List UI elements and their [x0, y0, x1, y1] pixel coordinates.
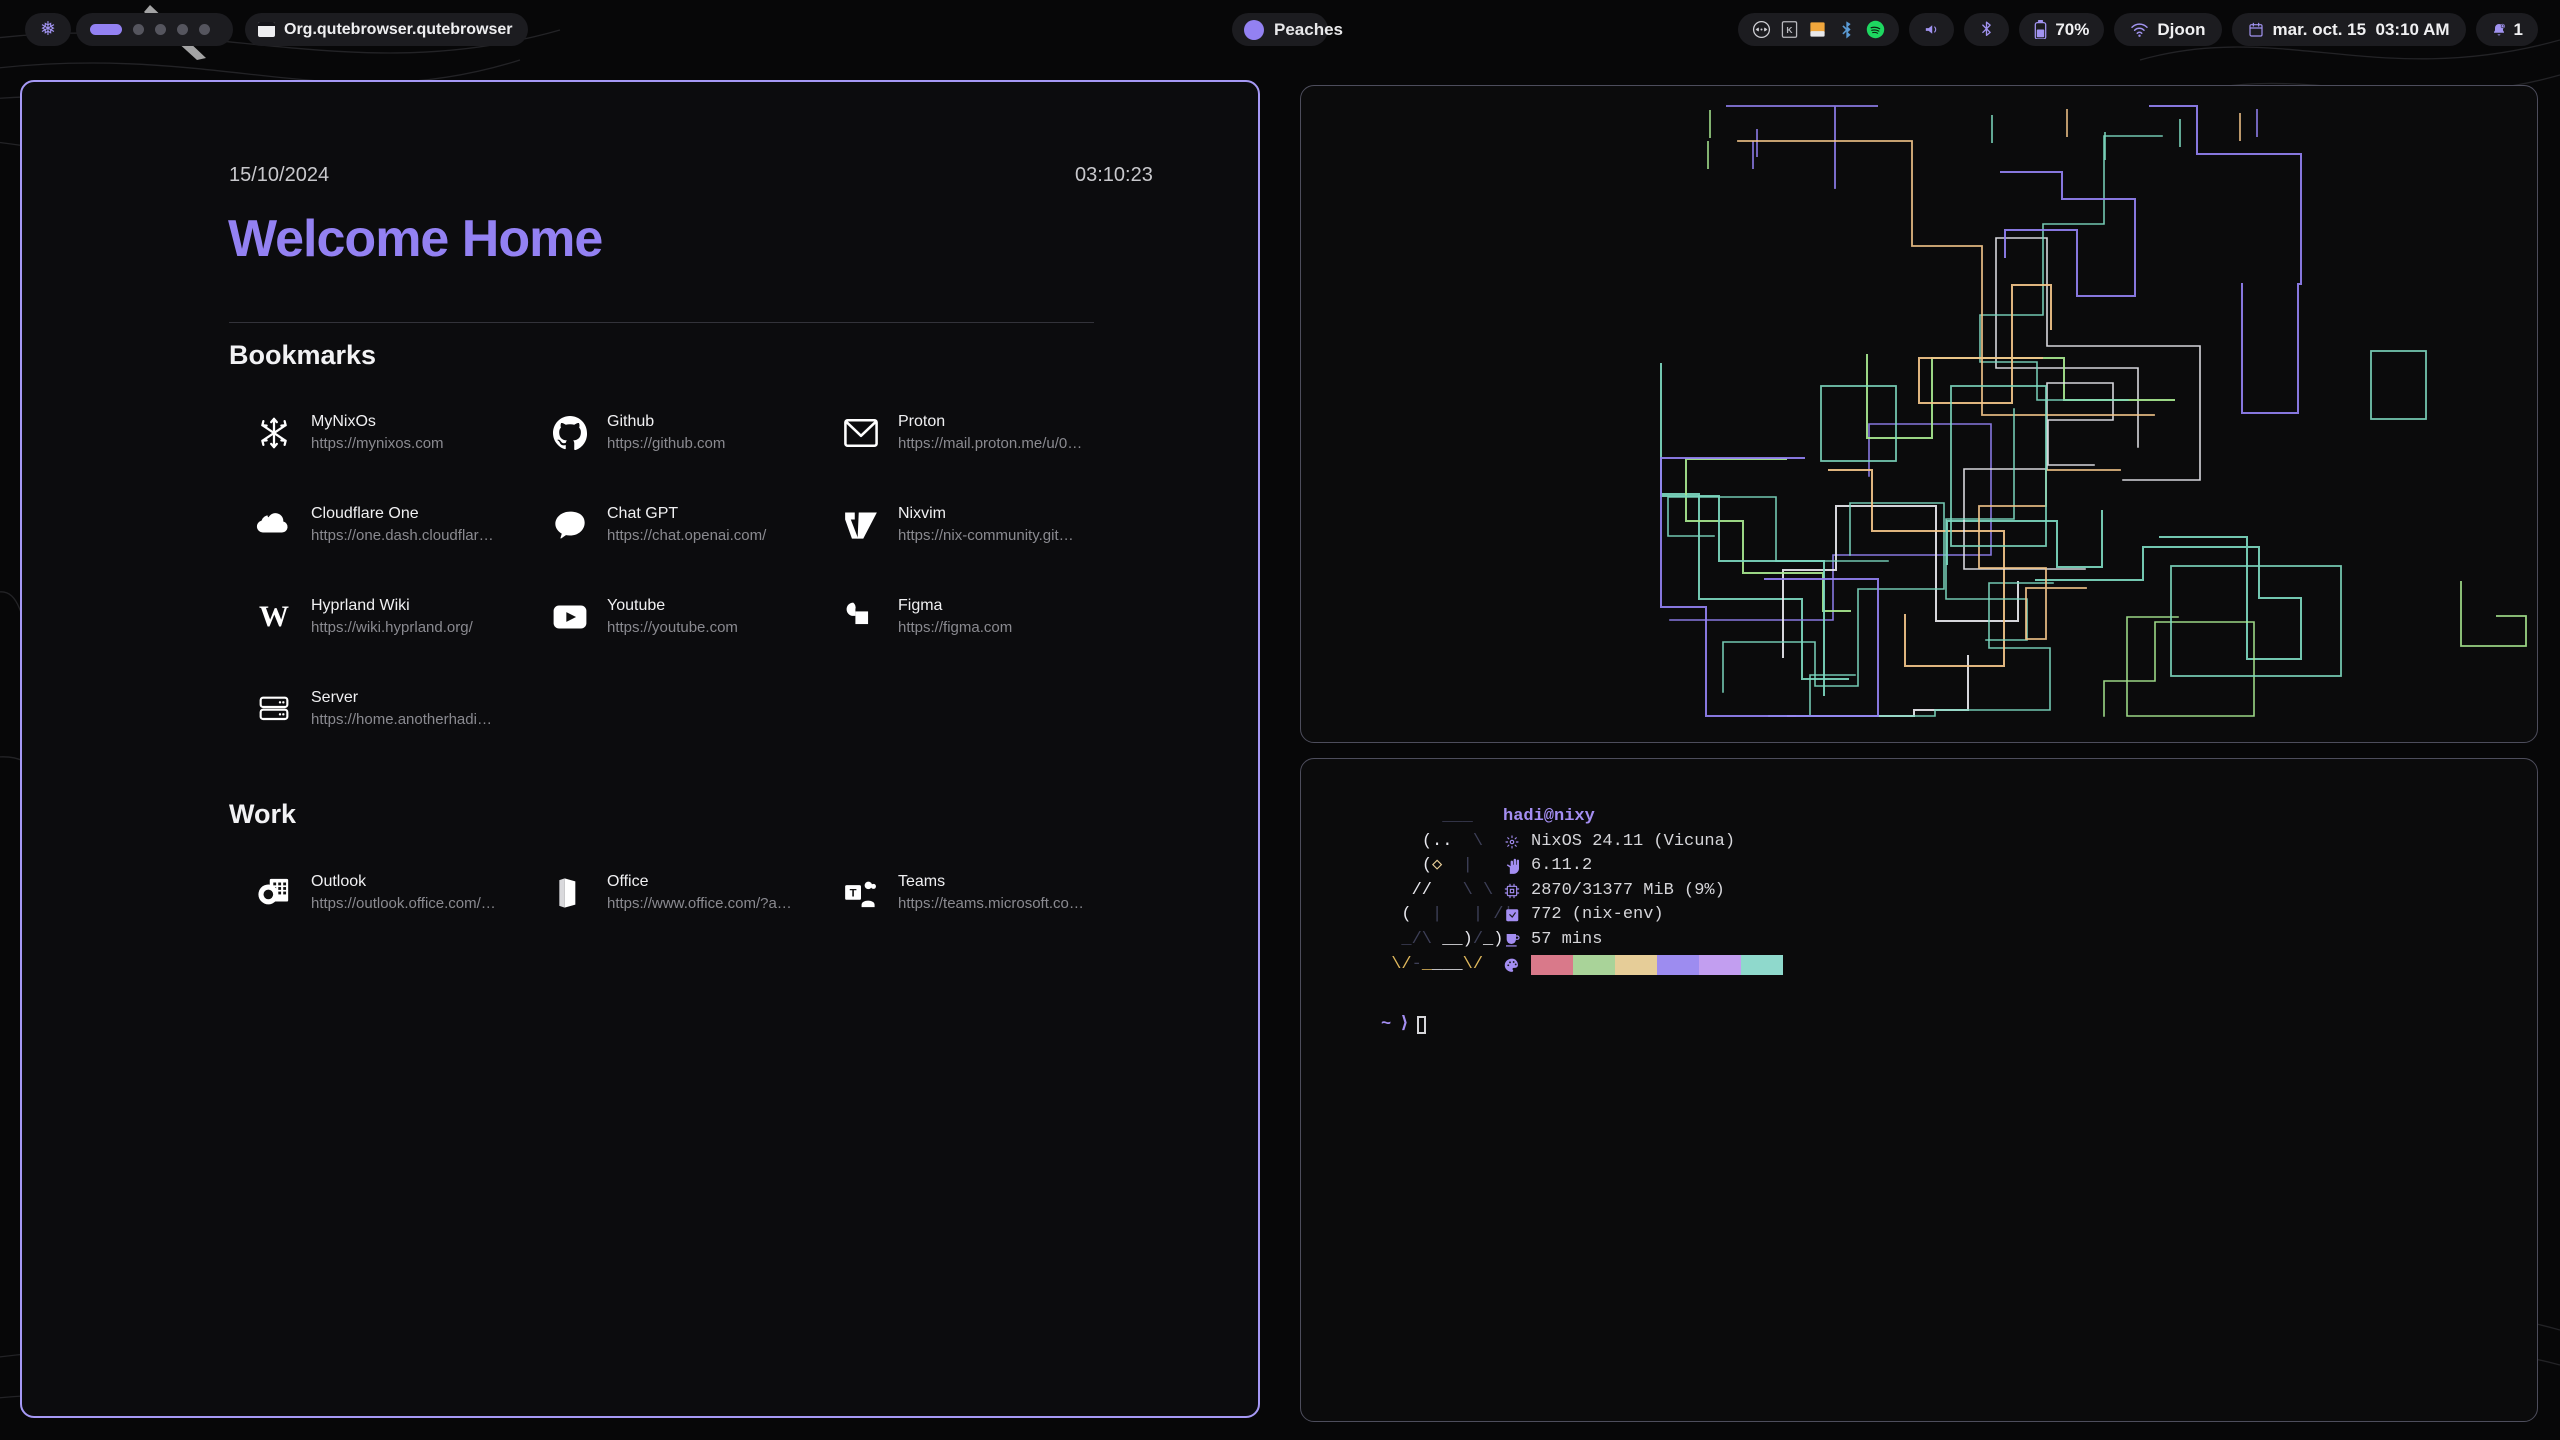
- svg-text:T: T: [850, 887, 857, 899]
